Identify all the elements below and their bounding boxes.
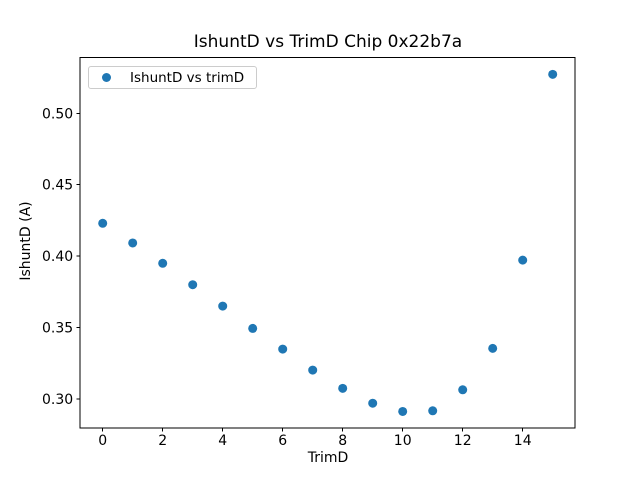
- data-point: [338, 383, 348, 393]
- x-tick-label: 12: [454, 433, 472, 449]
- data-point: [398, 406, 408, 416]
- data-point: [98, 218, 108, 228]
- data-point: [518, 255, 528, 265]
- data-point: [248, 323, 258, 333]
- x-tick-label: 14: [514, 433, 532, 449]
- legend-circle-icon: [102, 73, 111, 82]
- data-point: [128, 238, 138, 248]
- data-point: [278, 344, 288, 354]
- data-point: [188, 280, 198, 290]
- data-point: [488, 343, 498, 353]
- x-tick-label: 2: [158, 433, 167, 449]
- legend-label: IshuntD vs trimD: [130, 69, 245, 86]
- y-tick-label: 0.40: [42, 249, 73, 265]
- chart-title: IshuntD vs TrimD Chip 0x22b7a: [193, 32, 463, 52]
- data-point: [218, 301, 228, 311]
- data-point: [368, 398, 378, 408]
- data-point: [158, 258, 168, 268]
- x-tick-label: 4: [218, 433, 227, 449]
- data-point: [308, 365, 318, 375]
- y-tick-label: 0.50: [42, 106, 73, 122]
- y-tick-label: 0.30: [42, 392, 73, 408]
- y-tick-label: 0.35: [42, 321, 73, 337]
- y-tick-label: 0.45: [42, 178, 73, 194]
- legend: IshuntD vs trimD: [88, 66, 258, 89]
- data-point: [458, 385, 468, 395]
- x-axis-label: TrimD: [307, 450, 349, 466]
- x-tick-label: 8: [338, 433, 347, 449]
- data-point: [428, 406, 438, 416]
- data-point: [548, 69, 558, 79]
- x-tick-label: 0: [98, 433, 107, 449]
- x-tick-label: 6: [278, 433, 287, 449]
- plot-area-border: [79, 57, 576, 429]
- x-tick-label: 10: [394, 433, 412, 449]
- y-axis-label: IshuntD (A): [18, 201, 34, 281]
